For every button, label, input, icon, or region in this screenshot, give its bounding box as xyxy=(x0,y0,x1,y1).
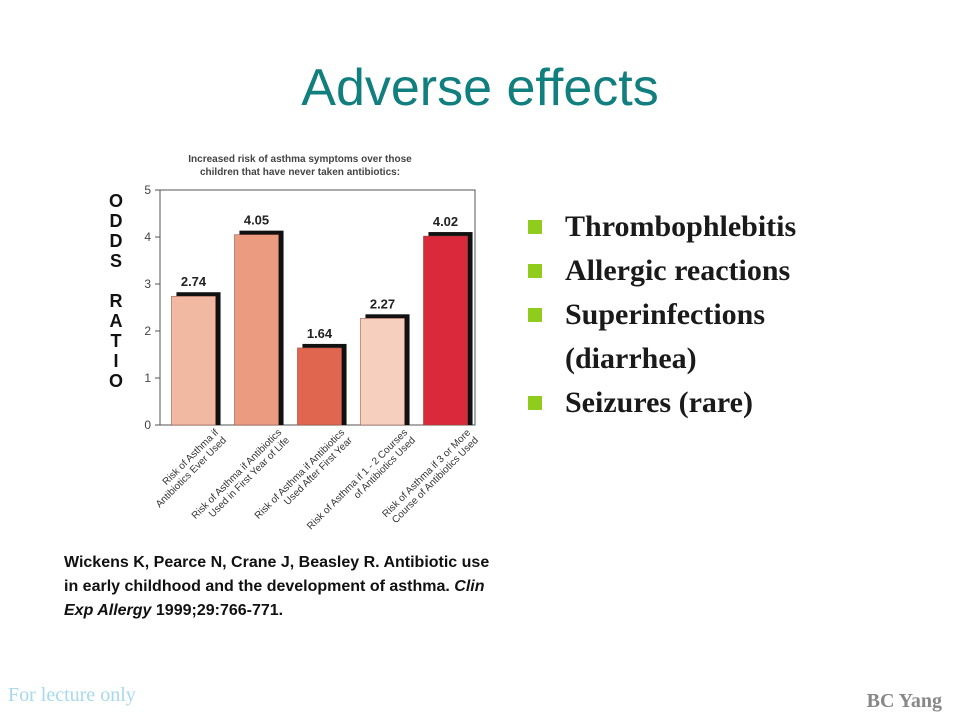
y-axis-label-letter: O xyxy=(109,371,123,391)
y-tick-label: 1 xyxy=(144,371,151,385)
bar-value-label: 1.64 xyxy=(307,326,333,341)
bar-value-label: 2.74 xyxy=(181,274,207,289)
bullet-square-icon xyxy=(528,308,542,322)
footer-note: For lecture only xyxy=(8,684,136,706)
y-tick-label: 4 xyxy=(144,230,151,244)
bar xyxy=(423,235,468,426)
y-axis-label-letter: A xyxy=(110,311,123,331)
bullet-square-icon xyxy=(528,396,542,410)
bar xyxy=(360,318,405,426)
bar-value-label: 4.02 xyxy=(433,214,458,229)
bar-value-label: 2.27 xyxy=(370,296,395,311)
bar-chart: Increased risk of asthma symptoms over t… xyxy=(109,154,480,532)
bullet-square-icon xyxy=(528,264,542,278)
y-axis-label-letter: D xyxy=(110,211,123,231)
bullet-list: Thrombophlebitis Allergic reactions Supe… xyxy=(528,205,865,425)
citation: Wickens K, Pearce N, Crane J, Beasley R.… xyxy=(64,551,504,623)
chart-title-line-1: Increased risk of asthma symptoms over t… xyxy=(188,154,412,165)
citation-authors: Wickens K, Pearce N, Crane J, Beasley R. xyxy=(64,554,380,571)
bullet-item: Seizures (rare) xyxy=(528,381,865,425)
bullet-item: Thrombophlebitis xyxy=(528,205,865,249)
y-tick-label: 3 xyxy=(144,277,151,291)
y-tick-label: 0 xyxy=(144,418,151,432)
page-title: Adverse effects xyxy=(301,59,659,117)
bars: 2.74 4.05 1.64 2.27 4.02 xyxy=(171,213,473,426)
y-axis-label-letter: S xyxy=(110,251,122,271)
citation-journal: Clin Exp Allergy xyxy=(64,578,485,619)
y-axis-label-letter: T xyxy=(111,331,122,351)
citation-ref: 1999;29:766-771. xyxy=(155,602,284,619)
y-tick-label: 5 xyxy=(144,183,151,197)
bullet-item: Allergic reactions xyxy=(528,249,865,293)
bullet-text: Seizures (rare) xyxy=(565,386,753,419)
bullet-text: Thrombophlebitis xyxy=(565,210,797,243)
bullet-text: Superinfections (diarrhea) xyxy=(565,298,766,375)
footer-author: BC Yang xyxy=(866,690,942,712)
y-axis-label-letter: I xyxy=(113,351,118,371)
y-tick-label: 2 xyxy=(144,324,151,338)
y-axis-label-letter: O xyxy=(109,191,123,211)
chart-title: Increased risk of asthma symptoms over t… xyxy=(188,154,412,178)
bar xyxy=(297,347,342,426)
bar-value-label: 4.05 xyxy=(244,213,269,228)
y-axis-label-letter: D xyxy=(110,231,123,251)
citation-title: Antibiotic use in early childhood and th… xyxy=(64,554,490,595)
bullet-text: Allergic reactions xyxy=(565,254,791,287)
chart-title-line-2: children that have never taken antibioti… xyxy=(200,167,400,178)
bar xyxy=(234,234,279,426)
bar xyxy=(171,295,216,426)
bullet-square-icon xyxy=(528,220,542,234)
bullet-item: Superinfections (diarrhea) xyxy=(528,293,865,381)
y-axis-label-letter: R xyxy=(110,291,123,311)
